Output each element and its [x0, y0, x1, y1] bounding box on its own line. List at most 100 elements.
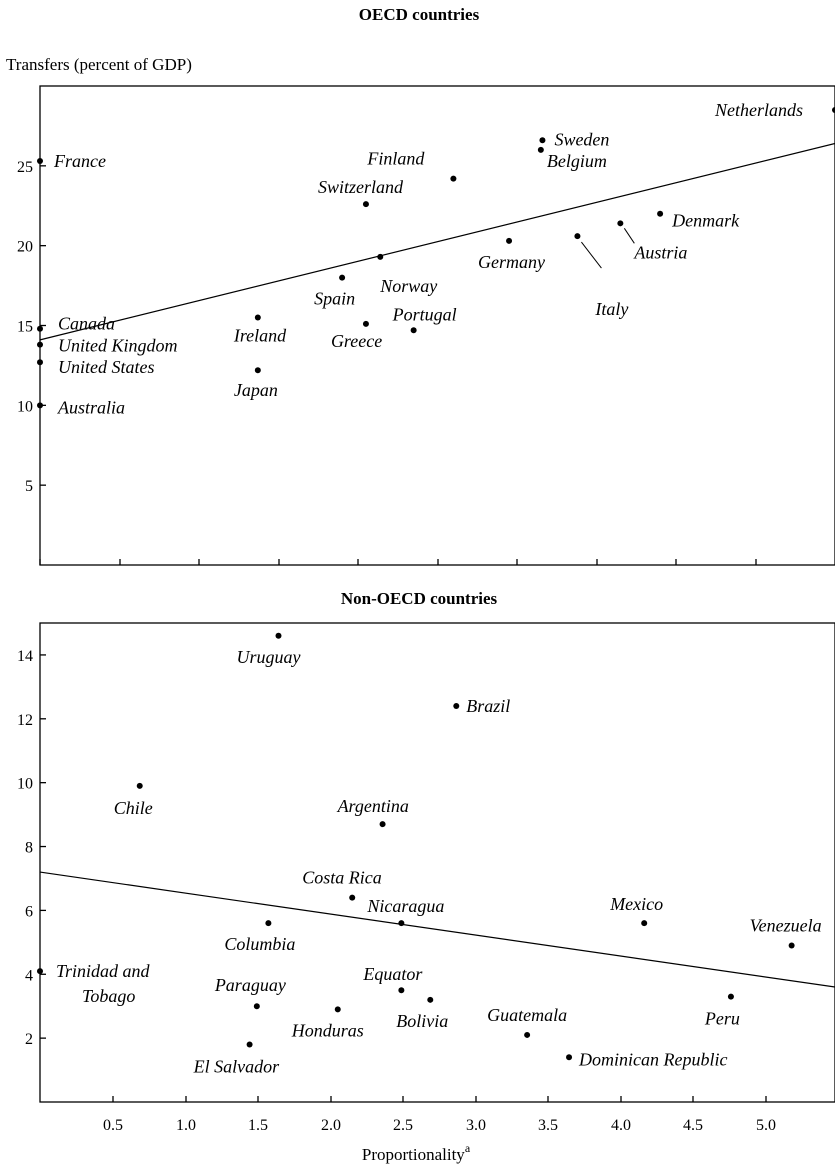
x-tick-label: 2.0: [321, 1117, 341, 1134]
x-tick-label: 2.5: [393, 1117, 413, 1134]
data-point-nicaragua: [398, 920, 405, 927]
y-tick-label: 12: [17, 712, 33, 729]
y-tick-label: 5: [25, 478, 33, 495]
data-point-bolivia: [427, 996, 434, 1003]
point-label-costa-rica: Costa Rica: [302, 868, 382, 888]
data-point-finland: [450, 175, 457, 182]
chart-title: OECD countries: [359, 5, 480, 24]
point-label-spain: Spain: [314, 289, 355, 309]
point-label-peru: Peru: [704, 1009, 740, 1029]
point-label-france: France: [53, 151, 106, 171]
point-label-portugal: Portugal: [392, 304, 457, 324]
y-tick-label: 4: [25, 967, 33, 984]
data-point-germany: [506, 237, 513, 244]
data-point-canada: [37, 325, 43, 332]
data-point-spain: [339, 274, 346, 281]
y-tick-label: 25: [17, 159, 33, 176]
x-tick-label: 4.5: [683, 1117, 703, 1134]
point-label-honduras: Honduras: [291, 1020, 364, 1040]
x-tick-label: 4.0: [611, 1117, 631, 1134]
data-point-equator: [398, 987, 405, 994]
data-point-chile: [136, 782, 143, 789]
point-label-sweden: Sweden: [554, 129, 609, 149]
point-label-dominican-republic: Dominican Republic: [578, 1049, 727, 1069]
point-label-germany: Germany: [478, 252, 545, 272]
non-oecd-panel: Non-OECD countries 2 4 6 8 10 12 14 0.5 1.0 1.5 2.0…: [17, 589, 835, 1164]
y-tick-label: 10: [17, 776, 33, 793]
trend-line: [39, 142, 835, 341]
point-label-switzerland: Switzerland: [318, 177, 404, 197]
point-label-denmark: Denmark: [671, 211, 740, 231]
oecd-panel: OECD countries Transfers (percent of GDP)…: [6, 5, 835, 566]
data-point-el-salvador: [246, 1041, 253, 1048]
point-label-japan: Japan: [234, 380, 278, 400]
data-point-ireland: [254, 314, 261, 321]
point-label-equator: Equator: [362, 964, 423, 984]
point-label-chile: Chile: [114, 798, 153, 818]
point-label-belgium: Belgium: [547, 151, 607, 171]
data-point-uruguay: [275, 632, 282, 639]
y-tick-label: 20: [17, 239, 33, 256]
point-label-guatemala: Guatemala: [487, 1005, 567, 1025]
point-label-norway: Norway: [379, 276, 437, 296]
point-label-finland: Finland: [366, 149, 425, 169]
x-tick-label: 1.0: [176, 1117, 196, 1134]
data-point-norway: [377, 253, 384, 260]
point-label-venezuela: Venezuela: [750, 916, 822, 936]
y-tick-label: 2: [25, 1031, 33, 1048]
point-label-nicaragua: Nicaragua: [366, 896, 444, 916]
point-label-netherlands: Netherlands: [714, 100, 803, 120]
y-tick-label: 14: [17, 648, 33, 665]
data-point-columbia: [265, 920, 272, 927]
data-point-belgium: [537, 146, 544, 153]
y-tick-label: 10: [17, 398, 33, 415]
label-leader-line: [581, 241, 602, 269]
point-label-united-kingdom: United Kingdom: [58, 336, 178, 356]
data-point-guatemala: [524, 1031, 531, 1038]
point-label-greece: Greece: [331, 331, 382, 351]
point-label-canada: Canada: [58, 314, 115, 334]
point-label-bolivia: Bolivia: [396, 1011, 448, 1031]
data-point-mexico: [641, 920, 648, 927]
trend-line: [39, 871, 835, 988]
point-label-columbia: Columbia: [224, 934, 295, 954]
data-point-honduras: [334, 1006, 341, 1013]
data-point-austria: [617, 220, 624, 227]
data-point-peru: [727, 993, 734, 1000]
x-tick-label: 3.5: [538, 1117, 558, 1134]
data-point-united-kingdom: [37, 341, 43, 348]
data-point-italy: [574, 233, 581, 240]
data-point-dominican-republic: [566, 1054, 573, 1061]
point-label-austria: Austria: [633, 242, 687, 262]
data-point-greece: [362, 320, 369, 327]
data-point-argentina: [379, 821, 386, 828]
x-tick-label: 3.0: [466, 1117, 486, 1134]
y-tick-label: 8: [25, 840, 33, 857]
point-label-paraguay: Paraguay: [214, 975, 286, 995]
data-point-japan: [254, 367, 261, 374]
data-point-sweden: [539, 137, 546, 144]
data-point-brazil: [453, 703, 460, 710]
y-axis-label: Transfers (percent of GDP): [6, 55, 192, 74]
data-point-venezuela: [788, 942, 795, 949]
point-label-italy: Italy: [594, 299, 628, 319]
label-leader-line: [623, 228, 635, 244]
y-tick-label: 15: [17, 319, 33, 336]
chart-title: Non-OECD countries: [341, 589, 498, 608]
point-label-trinidad-and-tobago: Trinidad and Tobago: [56, 961, 151, 1006]
data-point-portugal: [410, 327, 417, 334]
data-point-switzerland: [362, 201, 369, 208]
data-point-denmark: [657, 210, 664, 217]
data-point-paraguay: [253, 1003, 260, 1010]
x-tick-label: 1.5: [248, 1117, 268, 1134]
y-tick-label: 6: [25, 903, 33, 920]
data-point-united-states: [37, 359, 43, 366]
plot-frame: [39, 622, 835, 1103]
data-point-trinidad-and-tobago: [37, 968, 43, 975]
point-label-el-salvador: El Salvador: [193, 1057, 280, 1077]
point-label-line-2: Tobago: [82, 986, 135, 1006]
point-label-uruguay: Uruguay: [237, 647, 301, 667]
data-point-costa-rica: [349, 894, 356, 901]
x-axis-label: Proportionalitya: [362, 1141, 471, 1164]
